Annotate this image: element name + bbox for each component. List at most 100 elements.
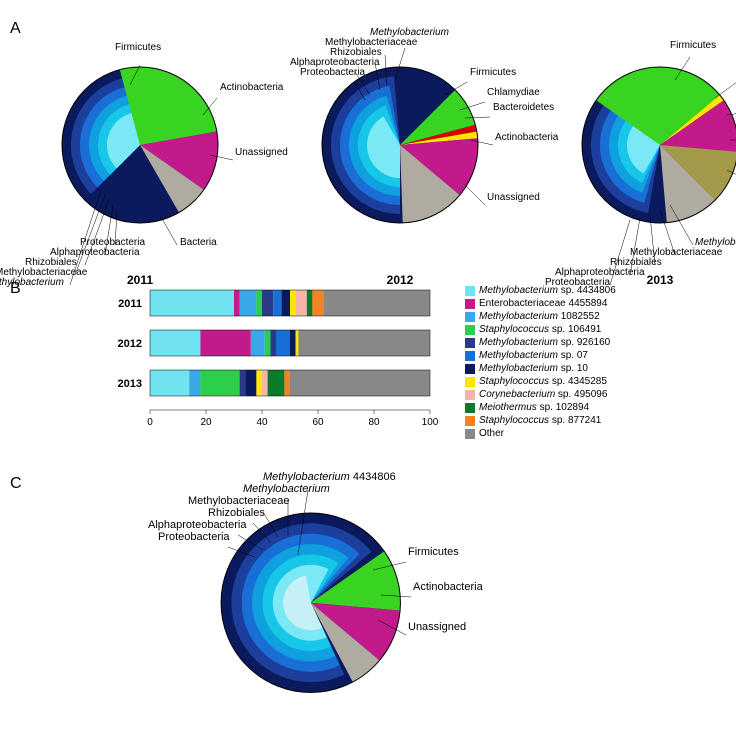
legend-swatch bbox=[465, 338, 475, 348]
bar-segment bbox=[189, 370, 200, 396]
bar-category-label: 2013 bbox=[118, 378, 142, 390]
legend-item: Staphylococcus sp. 4345285 bbox=[465, 376, 616, 387]
pie-label: Bacteria bbox=[180, 237, 217, 248]
legend-item: Methylobacterium sp. 4434806 bbox=[465, 285, 616, 296]
bar-segment bbox=[307, 290, 313, 316]
bar-segment bbox=[268, 370, 285, 396]
legend-item: Methylobacterium sp. 07 bbox=[465, 350, 616, 361]
legend-label: Staphylococcus sp. 4345285 bbox=[479, 376, 607, 387]
legend-label: Corynebacterium sp. 495096 bbox=[479, 389, 607, 400]
x-tick-label: 80 bbox=[368, 417, 380, 428]
pie-label: Firmicutes bbox=[470, 67, 516, 78]
legend-item: Methylobacterium 1082552 bbox=[465, 311, 616, 322]
legend-swatch bbox=[465, 403, 475, 413]
legend-item: Meiothermus sp. 102894 bbox=[465, 402, 616, 413]
bar-segment bbox=[256, 370, 262, 396]
bar-segment bbox=[256, 290, 262, 316]
x-tick-label: 0 bbox=[147, 417, 153, 428]
bar-segment bbox=[298, 330, 430, 356]
panel-b: B 2011 2012 2013 0 20 40 60 80 100 Methylobacter… bbox=[10, 280, 736, 460]
legend-item: Methylobacterium sp. 10 bbox=[465, 363, 616, 374]
pie-label: Unassigned bbox=[408, 621, 466, 633]
stacked-bars-svg: 2011 2012 2013 0 20 40 60 80 100 bbox=[110, 285, 450, 435]
panel-b-label: B bbox=[10, 280, 21, 298]
pie-label: Firmicutes bbox=[408, 546, 459, 558]
bar-segment bbox=[290, 330, 296, 356]
bar-segment bbox=[270, 330, 276, 356]
panel-a: A FirmicutesActinobacteriaUnassignedBact… bbox=[10, 10, 736, 270]
bar-category-label: 2011 bbox=[118, 298, 142, 310]
legend-swatch bbox=[465, 351, 475, 361]
nested-pie-chart: MethylobacteriumMethylobacteriaceaeRhizo… bbox=[270, 30, 530, 270]
bar-segment bbox=[262, 370, 268, 396]
bar-segment bbox=[200, 370, 239, 396]
bar-segment bbox=[150, 330, 200, 356]
legend-item: Other bbox=[465, 428, 616, 439]
legend-label: Methylobacterium sp. 926160 bbox=[479, 337, 610, 348]
legend-swatch bbox=[465, 416, 475, 426]
legend-label: Staphylococcus sp. 106491 bbox=[479, 324, 601, 335]
pie-label: Methylobacterium 4434806 bbox=[263, 471, 396, 483]
pie-label: Proteobacteria bbox=[158, 531, 230, 543]
legend-item: Staphylococcus sp. 877241 bbox=[465, 415, 616, 426]
legend-label: Methylobacterium 1082552 bbox=[479, 311, 600, 322]
bar-segment bbox=[290, 290, 296, 316]
bar-segment bbox=[150, 290, 234, 316]
pie-label: Actinobacteria bbox=[413, 581, 484, 593]
bar-segment bbox=[234, 290, 240, 316]
legend-label: Enterobacteriaceae 4455894 bbox=[479, 298, 607, 309]
pie-label: Methylobacteriaceae bbox=[188, 495, 290, 507]
nested-pie-chart: Methylobacterium 4434806Methylobacterium… bbox=[168, 475, 454, 741]
x-tick-label: 20 bbox=[200, 417, 212, 428]
pie-label: Methylobacterium bbox=[243, 483, 330, 495]
bar-segment bbox=[265, 330, 271, 356]
panel-c: C Methylobacterium 4434806Methylobacteri… bbox=[10, 475, 736, 715]
legend-item: Corynebacterium sp. 495096 bbox=[465, 389, 616, 400]
bar-segment bbox=[296, 330, 299, 356]
bar-category-label: 2012 bbox=[118, 338, 142, 350]
legend-label: Meiothermus sp. 102894 bbox=[479, 402, 589, 413]
bar-segment bbox=[245, 370, 256, 396]
legend-label: Methylobacterium sp. 07 bbox=[479, 350, 588, 361]
legend-swatch bbox=[465, 429, 475, 439]
bar-segment bbox=[324, 290, 430, 316]
legend-swatch bbox=[465, 377, 475, 387]
bar-legend: Methylobacterium sp. 4434806 Enterobacter… bbox=[465, 285, 616, 441]
bar-segment bbox=[150, 370, 189, 396]
legend-item: Staphylococcus sp. 106491 bbox=[465, 324, 616, 335]
bar-segment bbox=[276, 330, 290, 356]
bar-segment bbox=[251, 330, 265, 356]
bar-segment bbox=[282, 290, 290, 316]
bar-segment bbox=[273, 290, 281, 316]
bar-segment bbox=[262, 290, 273, 316]
bar-segment bbox=[200, 330, 250, 356]
legend-swatch bbox=[465, 312, 475, 322]
legend-swatch bbox=[465, 364, 475, 374]
legend-label: Other bbox=[479, 428, 504, 439]
legend-item: Methylobacterium sp. 926160 bbox=[465, 337, 616, 348]
nested-pie-chart: FirmicutesActinobacteriaUnassignedBacter… bbox=[10, 30, 270, 270]
bar-segment bbox=[312, 290, 323, 316]
x-tick-label: 40 bbox=[256, 417, 268, 428]
legend-swatch bbox=[465, 390, 475, 400]
x-tick-label: 60 bbox=[312, 417, 324, 428]
pie-label: Firmicutes bbox=[670, 40, 716, 51]
legend-label: Staphylococcus sp. 877241 bbox=[479, 415, 601, 426]
bar-segment bbox=[296, 290, 307, 316]
x-tick-label: 100 bbox=[422, 417, 439, 428]
legend-swatch bbox=[465, 325, 475, 335]
pie-wrapper: FirmicutesBacteroidetesActinobacteriaThe… bbox=[530, 30, 736, 287]
pie-label: Alphaproteobacteria bbox=[148, 519, 247, 531]
bar-segment bbox=[240, 370, 246, 396]
pie-wrapper: FirmicutesActinobacteriaUnassignedBacter… bbox=[10, 30, 270, 287]
legend-label: Methylobacterium sp. 4434806 bbox=[479, 285, 616, 296]
bar-segment bbox=[290, 370, 430, 396]
legend-label: Methylobacterium sp. 10 bbox=[479, 363, 588, 374]
stacked-bar-chart: 2011 2012 2013 0 20 40 60 80 100 bbox=[110, 285, 450, 441]
panel-c-label: C bbox=[10, 475, 22, 493]
legend-swatch bbox=[465, 299, 475, 309]
pie-label: Proteobacteria bbox=[300, 67, 365, 78]
pie-label: Firmicutes bbox=[115, 42, 161, 53]
legend-item: Enterobacteriaceae 4455894 bbox=[465, 298, 616, 309]
pie-label: Rhizobiales bbox=[208, 507, 265, 519]
